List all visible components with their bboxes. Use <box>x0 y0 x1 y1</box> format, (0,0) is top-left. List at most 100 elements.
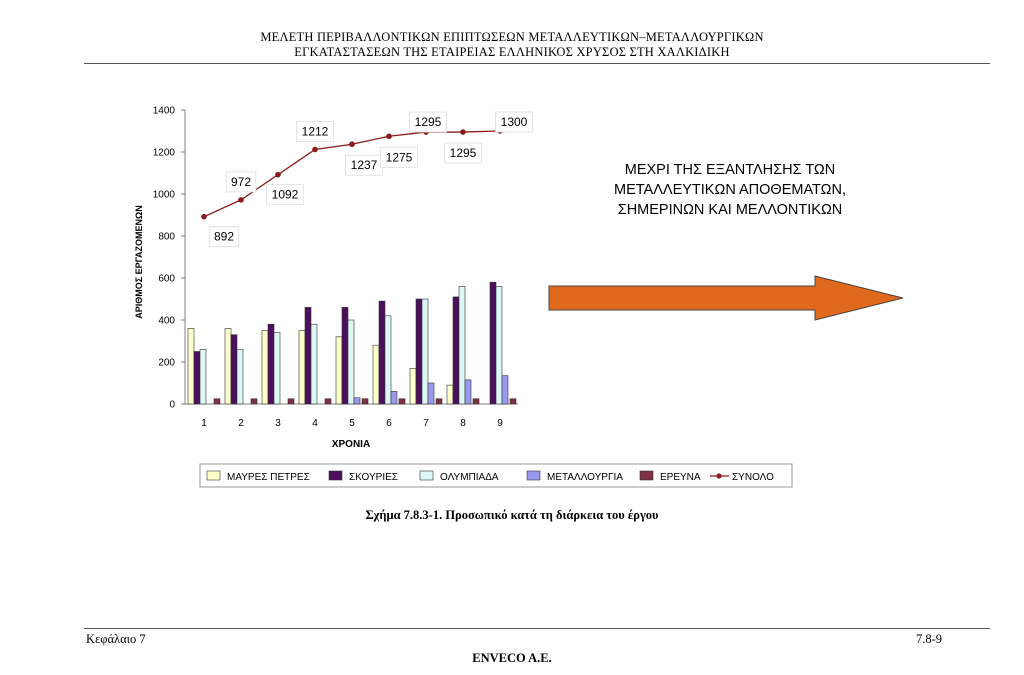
x-tick-label: 8 <box>460 418 466 429</box>
bar-5-4 <box>324 398 332 405</box>
bar-3-6 <box>384 315 392 405</box>
data-label-box <box>296 121 334 142</box>
data-label-box <box>208 226 240 248</box>
y-axis-title: ΑΡΙΘΜΟΣ ΕΡΓΑΖΟΜΕΝΩΝ <box>134 205 144 319</box>
data-label-box <box>380 146 418 168</box>
bar-1-3 <box>261 330 269 405</box>
data-label-7: 1295 <box>415 115 442 129</box>
data-label-5: 1237 <box>351 158 378 172</box>
legend-label: ΕΡΕΥΝΑ <box>660 472 701 483</box>
data-label-9: 1300 <box>501 115 528 129</box>
bar-2-7 <box>415 298 423 405</box>
bar-4-7 <box>427 382 435 405</box>
legend-label: ΜΕΤΑΛΛΟΥΡΓΙΑ <box>547 472 623 483</box>
bar-1-8 <box>446 384 454 405</box>
data-label-8: 1295 <box>450 146 477 160</box>
y-axis-ticks: 0 200 400 600 800 1000 1200 1400 <box>153 106 185 411</box>
bar-2-9 <box>489 281 497 405</box>
data-label-box <box>266 184 304 206</box>
footer-company: ENVECO A.E. <box>472 651 552 665</box>
bar-2-2 <box>230 334 238 405</box>
x-tick-label: 5 <box>349 418 355 429</box>
data-label-6: 1275 <box>386 150 413 164</box>
total-point-3 <box>275 171 281 178</box>
right-arrow-icon <box>548 275 904 321</box>
bar-2-8 <box>452 296 460 405</box>
bar-3-1 <box>199 349 207 405</box>
bar-1-5 <box>335 336 343 405</box>
header-title-line-2: ΕΓΚΑΤΑΣΤΑΣΕΩΝ ΤΗΣ ΕΤΑΙΡΕΙΑΣ ΕΛΛΗΝΙΚΟΣ ΧΡ… <box>294 45 730 59</box>
y-tick-label: 200 <box>158 358 175 369</box>
data-label-4: 1212 <box>302 124 329 138</box>
bar-1-6 <box>372 344 380 405</box>
total-data-labels: 892 972 1092 1212 1237 1275 1295 1295 1300 <box>208 111 533 248</box>
total-point-2 <box>238 197 244 203</box>
total-point-6 <box>386 133 392 140</box>
y-tick-label: 800 <box>158 232 175 243</box>
x-tick-label: 6 <box>386 418 392 429</box>
bar-2-5 <box>341 307 349 405</box>
x-tick-label: 4 <box>312 418 318 429</box>
legend-swatch <box>328 470 343 481</box>
y-tick-label: 1400 <box>153 106 176 117</box>
bar-3-4 <box>310 323 318 405</box>
bar-2-3 <box>267 323 275 405</box>
y-tick-label: 1000 <box>153 190 176 201</box>
total-point-1 <box>201 213 207 220</box>
bar-2-1 <box>193 351 201 405</box>
x-tick-label: 7 <box>423 418 429 429</box>
legend-marker <box>716 473 722 479</box>
x-axis-ticks: 1 2 3 4 5 6 7 8 9 <box>201 418 503 429</box>
figure-caption: Σχήμα 7.8.3-1. Προσωπικό κατά τη διάρκει… <box>365 508 659 522</box>
y-tick-label: 400 <box>158 316 175 327</box>
bar-4-8 <box>464 379 472 405</box>
bar-3-9 <box>495 286 503 405</box>
bar-3-3 <box>273 332 281 405</box>
x-tick-label: 2 <box>238 418 244 429</box>
bar-5-5 <box>361 398 369 405</box>
data-label-1: 892 <box>214 230 234 244</box>
legend: ΜΑΥΡΕΣ ΠΕΤΡΕΣ ΣΚΟΥΡΙΕΣ ΟΛΥΜΠΙΑΔΑ ΜΕΤΑΛΛΟΥΡΓ… <box>199 463 793 488</box>
header-title-line-1: ΜΕΛΕΤΗ ΠΕΡΙΒΑΛΛΟΝΤΙΚΩΝ ΕΠΙΠΤΩΣΕΩΝ ΜΕΤΑΛΛ… <box>260 30 764 44</box>
bar-3-8 <box>458 286 466 405</box>
data-label-2: 972 <box>231 175 251 189</box>
footer-rule <box>84 628 990 629</box>
bar-4-5 <box>353 397 361 405</box>
bar-4-6 <box>390 391 398 405</box>
bar-2-4 <box>304 307 312 405</box>
bar-5-3 <box>287 398 295 405</box>
bar-5-6 <box>398 398 406 405</box>
bar-1-1 <box>187 328 195 405</box>
annotation-line-2: ΜΕΤΑΛΛΕΥΤΙΚΩΝ ΑΠΟΘΕΜΑΤΩΝ, <box>614 182 846 198</box>
legend-swatch <box>639 470 654 481</box>
data-label-3: 1092 <box>272 188 299 202</box>
y-tick-label: 1200 <box>153 148 176 159</box>
bar-5-8 <box>472 398 480 405</box>
x-tick-label: 9 <box>497 418 503 429</box>
bar-1-2 <box>224 328 232 405</box>
legend-swatch <box>526 470 541 481</box>
x-tick-label: 3 <box>275 418 281 429</box>
legend-label: ΣΥΝΟΛΟ <box>732 472 774 483</box>
total-point-8 <box>460 129 466 135</box>
bar-4-9 <box>501 375 509 405</box>
legend-frame <box>199 463 793 488</box>
legend-label: ΟΛΥΜΠΙΑΔΑ <box>440 472 499 483</box>
footer-chapter: Κεφάλαιο 7 <box>86 632 146 646</box>
annotation-line-1: ΜΕΧΡΙ ΤΗΣ ΕΞΑΝΤΛΗΣΗΣ ΤΩΝ <box>624 162 836 178</box>
y-tick-label: 600 <box>158 274 175 285</box>
annotation-line-3: ΣΗΜΕΡΙΝΩΝ ΚΑΙ ΜΕΛΛΟΝΤΙΚΩΝ <box>617 202 843 218</box>
bar-3-5 <box>347 319 355 405</box>
legend-label: ΜΑΥΡΕΣ ΠΕΤΡΕΣ <box>227 472 310 483</box>
bar-5-7 <box>435 398 443 405</box>
x-tick-label: 1 <box>201 418 207 429</box>
y-tick-label: 0 <box>169 400 175 411</box>
bar-3-2 <box>236 349 244 405</box>
bar-5-9 <box>509 398 517 405</box>
data-label-box <box>225 171 257 193</box>
x-axis-title: ΧΡΟΝΙΑ <box>332 439 370 450</box>
total-point-5 <box>349 141 355 148</box>
data-label-box <box>495 111 533 133</box>
footer-page-number: 7.8-9 <box>916 632 943 646</box>
